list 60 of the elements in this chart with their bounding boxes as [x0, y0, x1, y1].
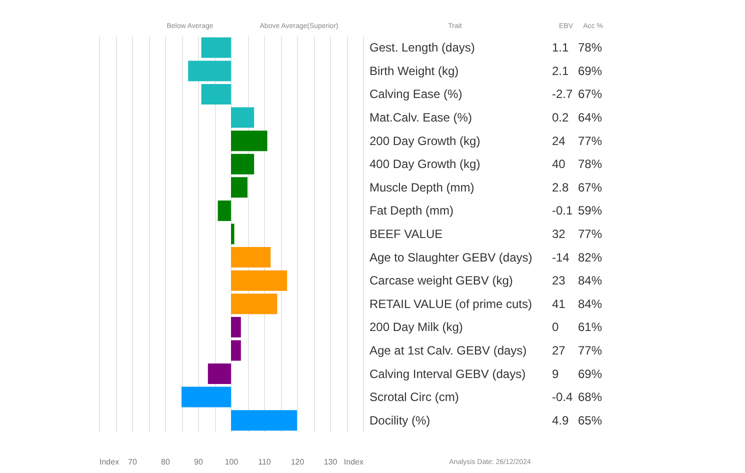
text: 0.2	[552, 110, 570, 125]
text: 27	[552, 343, 566, 358]
text: 77%	[578, 343, 602, 358]
x-tick-label: 70	[128, 458, 138, 466]
y-tick-label: RETAIL VALUE (of prime cuts)	[370, 296, 532, 311]
text: 77%	[578, 227, 602, 241]
text: 2.8	[552, 180, 570, 194]
text: 65%	[578, 413, 602, 428]
text: 64%	[578, 110, 602, 125]
text: 78%	[578, 40, 602, 55]
text: 78%	[578, 157, 602, 172]
text: 23	[552, 274, 566, 288]
y-tick-label: BEEF VALUE	[370, 227, 443, 241]
text: 68%	[578, 390, 602, 404]
text: 77%	[578, 134, 602, 148]
text: 69%	[578, 64, 602, 78]
y-tick-label: Age at 1st Calv. GEBV (days)	[370, 343, 527, 358]
text: -14	[552, 250, 570, 264]
y-tick-label: 200 Day Milk (kg)	[370, 320, 463, 334]
text: 4.9	[552, 413, 570, 428]
text: 67%	[578, 87, 602, 102]
text: 84%	[578, 274, 602, 288]
y-tick-label: 200 Day Growth (kg)	[370, 134, 480, 148]
x-tick-label: 90	[194, 458, 204, 466]
text: -0.1	[552, 204, 574, 218]
text: 69%	[578, 366, 602, 381]
y-tick-label: Calving Interval GEBV (days)	[370, 366, 526, 381]
y-tick-label: Fat Depth (mm)	[370, 204, 454, 218]
text: 0	[552, 320, 559, 334]
x-tick-label: Index	[344, 458, 364, 466]
text: 61%	[578, 320, 602, 334]
x-tick-label: 80	[161, 458, 170, 466]
x-tick-label: 120	[290, 458, 305, 466]
text: 67%	[578, 180, 602, 194]
y-tick-label: Calving Ease (%)	[370, 87, 462, 102]
text: -0.4	[552, 390, 574, 404]
x-tick-label: 100	[224, 458, 239, 466]
x-tick-label: 110	[258, 458, 272, 466]
y-tick-label: Birth Weight (kg)	[370, 64, 459, 78]
y-tick-label: Age to Slaughter GEBV (days)	[370, 250, 532, 264]
y-tick-label: Docility (%)	[370, 413, 430, 428]
text: 82%	[578, 250, 602, 264]
text: 1.1	[552, 40, 570, 55]
y-tick-label: 400 Day Growth (kg)	[370, 157, 480, 172]
text: 9	[552, 366, 559, 381]
y-tick-label: Scrotal Circ (cm)	[370, 390, 459, 404]
text: 41	[552, 296, 566, 311]
text: 24	[552, 134, 566, 148]
x-tick-label: 130	[324, 458, 338, 466]
x-tick-label: Index	[100, 458, 120, 466]
y-tick-label: Carcase weight GEBV (kg)	[370, 274, 513, 288]
text: 59%	[578, 204, 602, 218]
text: 84%	[578, 296, 602, 311]
y-tick-label: Muscle Depth (mm)	[370, 180, 474, 194]
text: -2.7	[552, 87, 574, 102]
text: 2.1	[552, 64, 570, 78]
y-tick-label: Gest. Length (days)	[370, 40, 475, 55]
y-tick-label: Mat.Calv. Ease (%)	[370, 110, 472, 125]
text: 32	[552, 227, 566, 241]
text: 40	[552, 157, 566, 172]
